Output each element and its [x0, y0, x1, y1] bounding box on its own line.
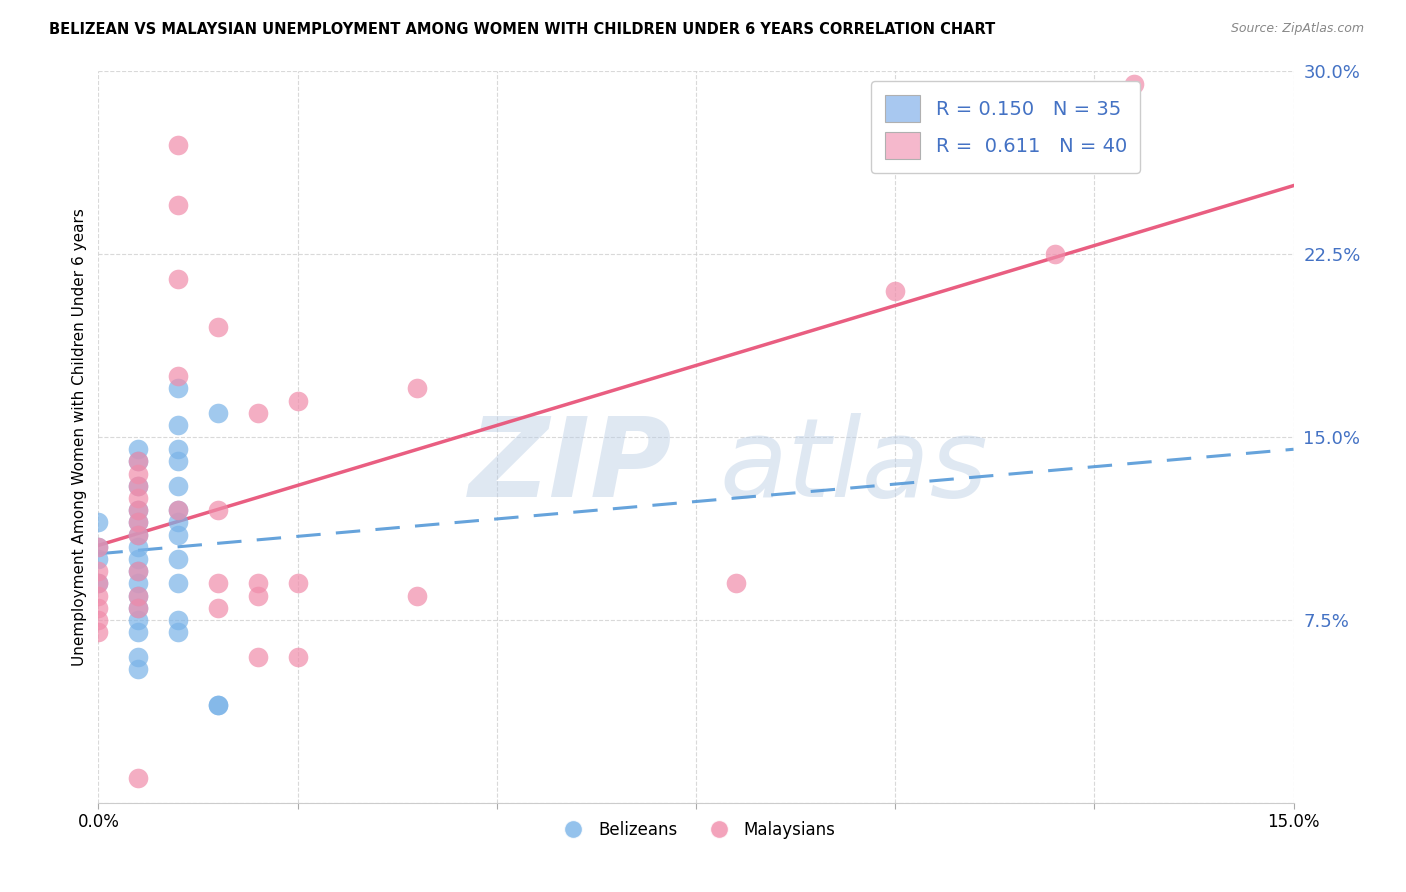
Point	[127, 564, 149, 578]
Point	[167, 381, 190, 395]
Point	[167, 198, 190, 212]
Point	[167, 417, 190, 432]
Point	[207, 600, 229, 615]
Point	[167, 552, 190, 566]
Point	[167, 613, 190, 627]
Point	[1123, 77, 1146, 91]
Y-axis label: Unemployment Among Women with Children Under 6 years: Unemployment Among Women with Children U…	[72, 208, 87, 666]
Point	[167, 625, 190, 640]
Point	[87, 589, 110, 603]
Point	[127, 613, 149, 627]
Point	[167, 503, 190, 517]
Point	[167, 369, 190, 384]
Point	[167, 271, 190, 285]
Point	[87, 625, 110, 640]
Point	[127, 564, 149, 578]
Point	[127, 491, 149, 505]
Point	[127, 552, 149, 566]
Point	[246, 649, 269, 664]
Point	[167, 442, 190, 457]
Point	[127, 589, 149, 603]
Point	[127, 454, 149, 468]
Point	[287, 576, 309, 591]
Point	[406, 589, 429, 603]
Point	[1043, 247, 1066, 261]
Point	[87, 600, 110, 615]
Point	[127, 516, 149, 530]
Point	[127, 589, 149, 603]
Point	[246, 406, 269, 420]
Point	[127, 527, 149, 541]
Point	[87, 613, 110, 627]
Point	[167, 516, 190, 530]
Point	[207, 406, 229, 420]
Point	[127, 516, 149, 530]
Point	[87, 540, 110, 554]
Point	[127, 454, 149, 468]
Point	[127, 625, 149, 640]
Point	[87, 576, 110, 591]
Point	[127, 503, 149, 517]
Point	[246, 576, 269, 591]
Point	[246, 589, 269, 603]
Point	[127, 503, 149, 517]
Point	[167, 576, 190, 591]
Point	[127, 600, 149, 615]
Point	[287, 393, 309, 408]
Legend: Belizeans, Malaysians: Belizeans, Malaysians	[550, 814, 842, 846]
Point	[127, 442, 149, 457]
Point	[167, 137, 190, 152]
Point	[884, 284, 907, 298]
Point	[127, 576, 149, 591]
Text: Source: ZipAtlas.com: Source: ZipAtlas.com	[1230, 22, 1364, 36]
Point	[127, 540, 149, 554]
Point	[127, 479, 149, 493]
Point	[207, 698, 229, 713]
Text: BELIZEAN VS MALAYSIAN UNEMPLOYMENT AMONG WOMEN WITH CHILDREN UNDER 6 YEARS CORRE: BELIZEAN VS MALAYSIAN UNEMPLOYMENT AMONG…	[49, 22, 995, 37]
Point	[87, 564, 110, 578]
Point	[87, 540, 110, 554]
Text: ZIP: ZIP	[468, 413, 672, 520]
Point	[724, 576, 747, 591]
Point	[127, 649, 149, 664]
Point	[87, 576, 110, 591]
Point	[127, 772, 149, 786]
Point	[167, 503, 190, 517]
Point	[207, 576, 229, 591]
Point	[287, 649, 309, 664]
Point	[127, 662, 149, 676]
Point	[207, 503, 229, 517]
Point	[87, 552, 110, 566]
Point	[167, 527, 190, 541]
Point	[167, 479, 190, 493]
Point	[127, 479, 149, 493]
Point	[207, 320, 229, 334]
Point	[167, 454, 190, 468]
Point	[127, 467, 149, 481]
Point	[127, 527, 149, 541]
Point	[406, 381, 429, 395]
Point	[127, 600, 149, 615]
Point	[87, 516, 110, 530]
Text: atlas: atlas	[720, 413, 988, 520]
Point	[207, 698, 229, 713]
